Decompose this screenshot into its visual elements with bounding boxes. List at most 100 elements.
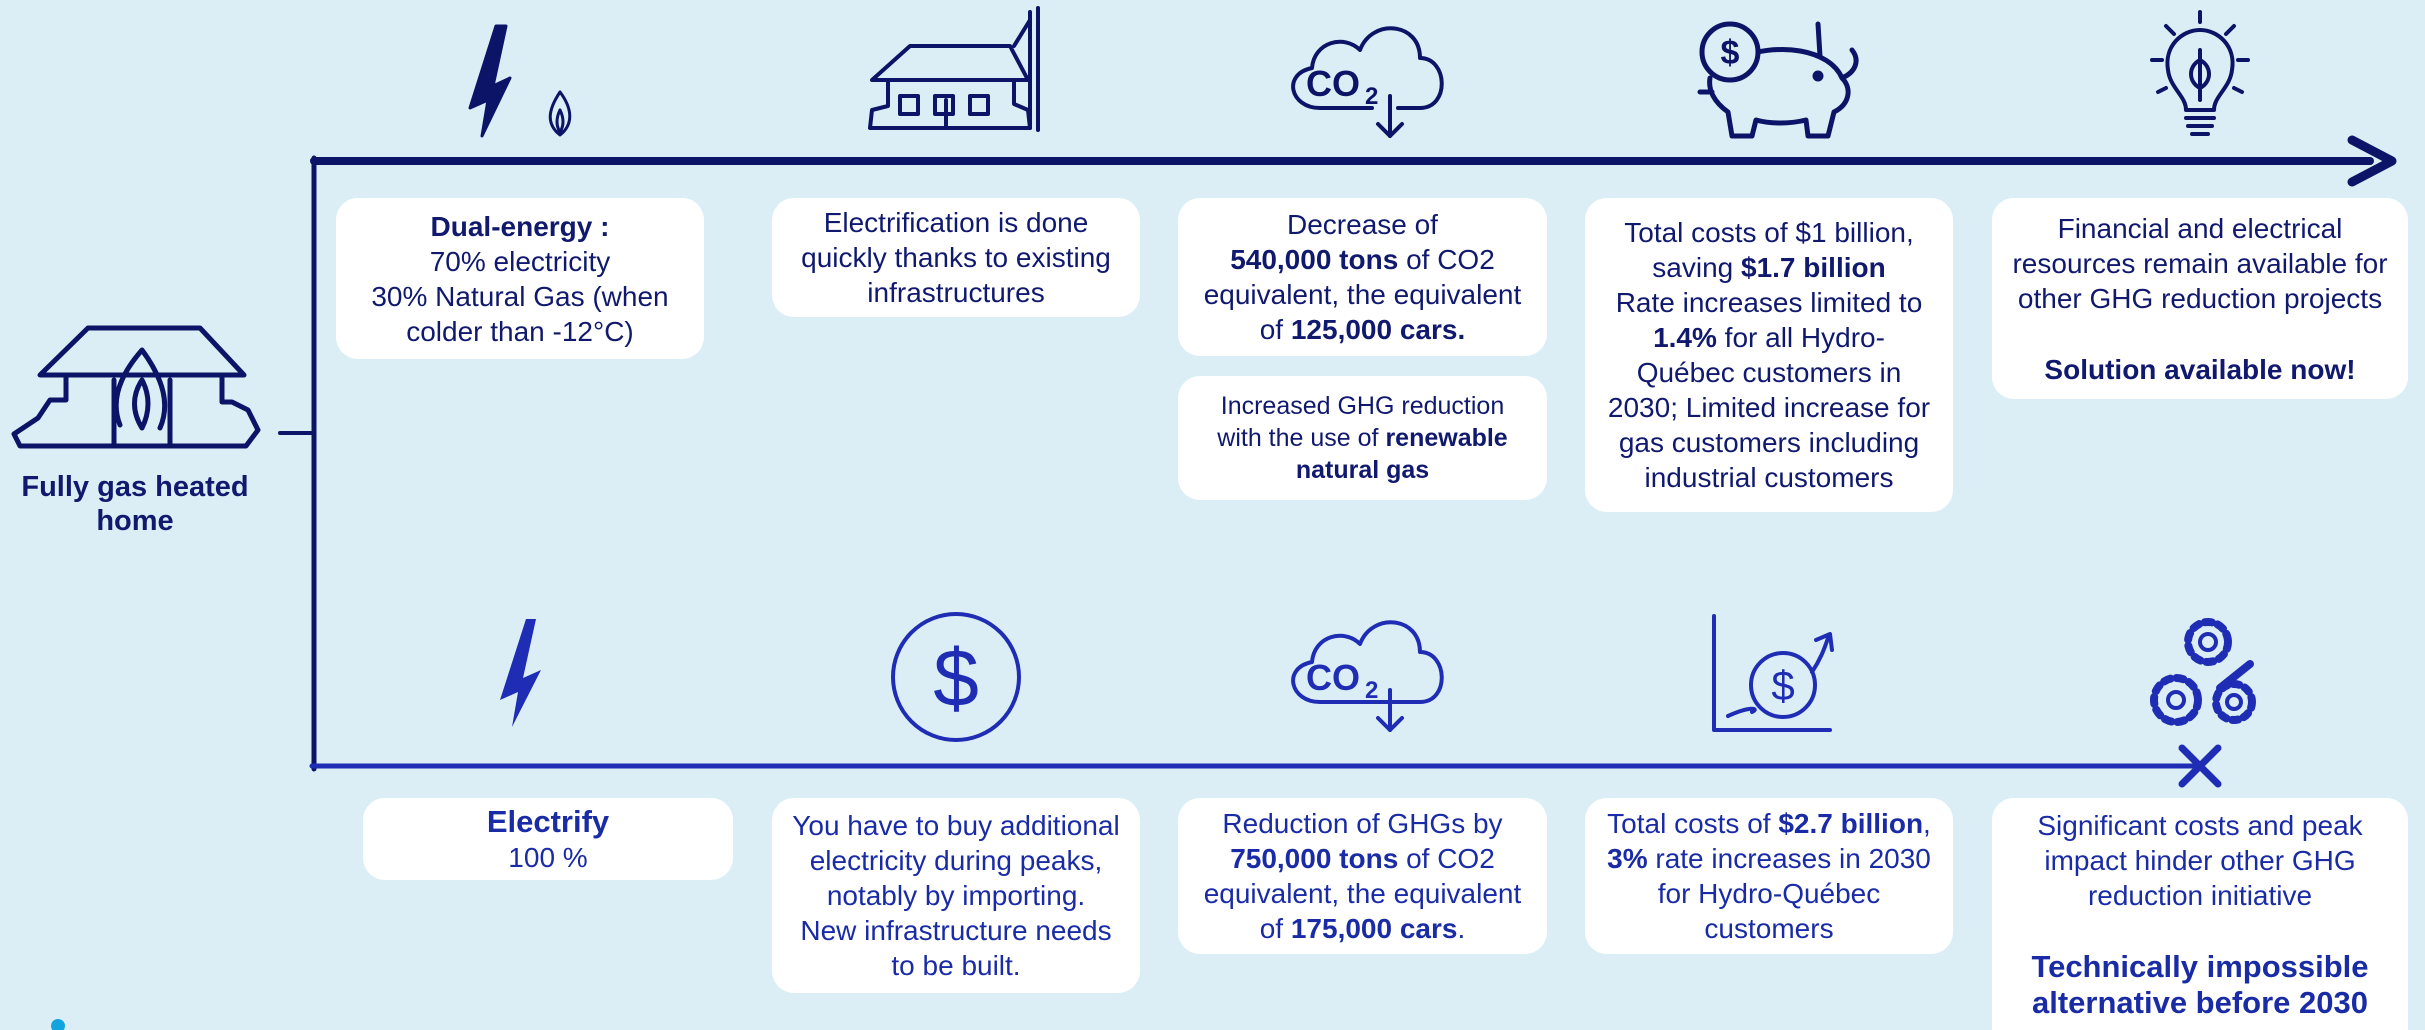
bold-text: Electrify	[486, 803, 610, 839]
bold-text: 3%	[1607, 843, 1648, 874]
text: Increased GHG reduction	[1220, 392, 1505, 420]
text: Electrification is done	[823, 207, 1089, 238]
text-box: Reduction of GHGs by 750,000 tons of CO2 e…	[1178, 798, 1547, 954]
text: to be built.	[891, 950, 1021, 981]
home-label: Fully gas heated home	[0, 470, 270, 538]
text-line: Increased GHG reduction	[1217, 390, 1507, 422]
text-line: resources remain available for	[2012, 246, 2387, 281]
broken-gears-icon	[2150, 618, 2256, 726]
dollar-circle-icon	[891, 612, 1021, 742]
text: New infrastructure needs	[800, 915, 1112, 946]
text: for Hydro-Québec	[1657, 878, 1881, 909]
text: equivalent, the equivalent	[1203, 878, 1522, 909]
text: electricity during peaks,	[809, 845, 1103, 876]
text-line: New infrastructure needs	[792, 913, 1119, 948]
text: Rate increases limited to	[1615, 287, 1923, 318]
co2-subscript: 2	[1365, 677, 1378, 704]
co2-text: CO	[1306, 657, 1360, 698]
home-label-line: home	[96, 505, 174, 537]
text-line: equivalent, the equivalent	[1204, 277, 1522, 312]
text: Québec customers in	[1636, 357, 1902, 388]
text: for all Hydro-	[1716, 322, 1885, 353]
text-line: You have to buy additional	[792, 808, 1119, 843]
text: You have to buy additional	[792, 810, 1120, 841]
text: customers	[1704, 913, 1834, 944]
bold-text: Dual-energy :	[430, 210, 610, 242]
co2-text: CO	[1306, 63, 1360, 104]
text-line: Dual-energy :	[371, 209, 668, 244]
bold-text: 175,000 cars	[1290, 913, 1458, 944]
text: 30% Natural Gas (when	[371, 280, 669, 312]
bold-text: natural gas	[1295, 456, 1430, 484]
text: rate increases in 2030	[1647, 843, 1931, 874]
paragraph: Significant costs and peak impact hinder …	[2037, 808, 2362, 913]
bold-text: 750,000 tons	[1230, 843, 1399, 874]
text: saving	[1652, 252, 1741, 283]
text-line: saving $1.7 billion	[1608, 250, 1930, 285]
text-line: Reduction of GHGs by	[1204, 806, 1522, 841]
arrowhead	[2347, 135, 2397, 187]
paragraph: Reduction of GHGs by 750,000 tons of CO2 e…	[1204, 806, 1522, 946]
lightbulb-icon	[2150, 10, 2250, 136]
paragraph: Decrease of 540,000 tons of CO2 equivalent…	[1204, 207, 1522, 347]
text-line: other GHG reduction projects	[2012, 281, 2387, 316]
co2-cloud-icon	[1291, 620, 1444, 732]
text-line: equivalent, the equivalent	[1204, 876, 1522, 911]
text-line: 1.4% for all Hydro-	[1608, 320, 1930, 355]
text-line: electricity during peaks,	[792, 843, 1119, 878]
text: of	[1259, 913, 1291, 944]
bold-text: $2.7 billion	[1778, 808, 1924, 839]
text: .	[1457, 913, 1466, 944]
text-line: alternative before 2030	[2031, 985, 2368, 1021]
text-line: Solution available now!	[2044, 352, 2355, 387]
text: infrastructures	[867, 277, 1045, 308]
text: Decrease of	[1287, 209, 1438, 240]
text: Reduction of GHGs by	[1222, 808, 1503, 839]
text-box: Electrify 100 %	[363, 798, 733, 880]
text-line: quickly thanks to existing	[801, 240, 1111, 275]
text-line: 3% rate increases in 2030	[1607, 841, 1931, 876]
text: of	[1259, 314, 1291, 345]
text-line: Total costs of $1 billion,	[1608, 215, 1930, 250]
text: impact hinder other GHG	[2044, 844, 2356, 876]
text: Financial and electrical	[2057, 212, 2343, 244]
text-line: Electrify	[487, 804, 609, 840]
bold-text: 125,000 cars.	[1290, 314, 1466, 345]
text-line: 30% Natural Gas (when	[371, 279, 668, 314]
text-box: Increased GHG reduction with the use of r…	[1178, 376, 1547, 500]
text-box: Financial and electrical resources remain…	[1992, 198, 2408, 399]
text-line: customers	[1607, 911, 1931, 946]
bold-text: Technically impossible	[2031, 948, 2369, 984]
text: other GHG reduction projects	[2017, 282, 2383, 314]
text-line: for Hydro-Québec	[1607, 876, 1931, 911]
bold-text: 540,000 tons	[1230, 244, 1399, 275]
dollar-sign: $	[933, 633, 979, 724]
text-box: Total costs of $2.7 billion, 3% rate incr…	[1585, 798, 1953, 954]
text-box: Significant costs and peak impact hinder …	[1992, 798, 2408, 1030]
text: ,	[1923, 808, 1931, 839]
bold-text: $1.7 billion	[1741, 252, 1886, 283]
text-box: Decrease of 540,000 tons of CO2 equivalent…	[1178, 198, 1547, 356]
cost-chart-icon	[1712, 614, 1834, 732]
logo-dot	[51, 1019, 65, 1030]
text-line: natural gas	[1217, 454, 1507, 486]
text-line: 540,000 tons of CO2	[1204, 242, 1522, 277]
text-line: of 125,000 cars.	[1204, 312, 1522, 347]
text: with the use of	[1217, 424, 1386, 452]
text-box: Electrification is done quickly thanks to…	[772, 198, 1140, 317]
bold-text: 1.4%	[1653, 322, 1717, 353]
text: of CO2	[1398, 843, 1495, 874]
co2-subscript: 2	[1365, 83, 1378, 110]
paragraph: Total costs of $2.7 billion, 3% rate incr…	[1607, 806, 1931, 946]
text-line: industrial customers	[1608, 460, 1930, 495]
text-line: Total costs of $2.7 billion,	[1607, 806, 1931, 841]
text-line: Financial and electrical	[2012, 211, 2387, 246]
text: reduction initiative	[2087, 879, 2313, 911]
text: resources remain available for	[2012, 247, 2388, 279]
text-box: You have to buy additional electricity du…	[772, 798, 1140, 993]
text-box: Dual-energy :70% electricity 30% Natural …	[336, 198, 704, 359]
text-line: Rate increases limited to	[1608, 285, 1930, 320]
lightning-flame-icon	[468, 24, 572, 138]
text: 100 %	[508, 841, 588, 873]
